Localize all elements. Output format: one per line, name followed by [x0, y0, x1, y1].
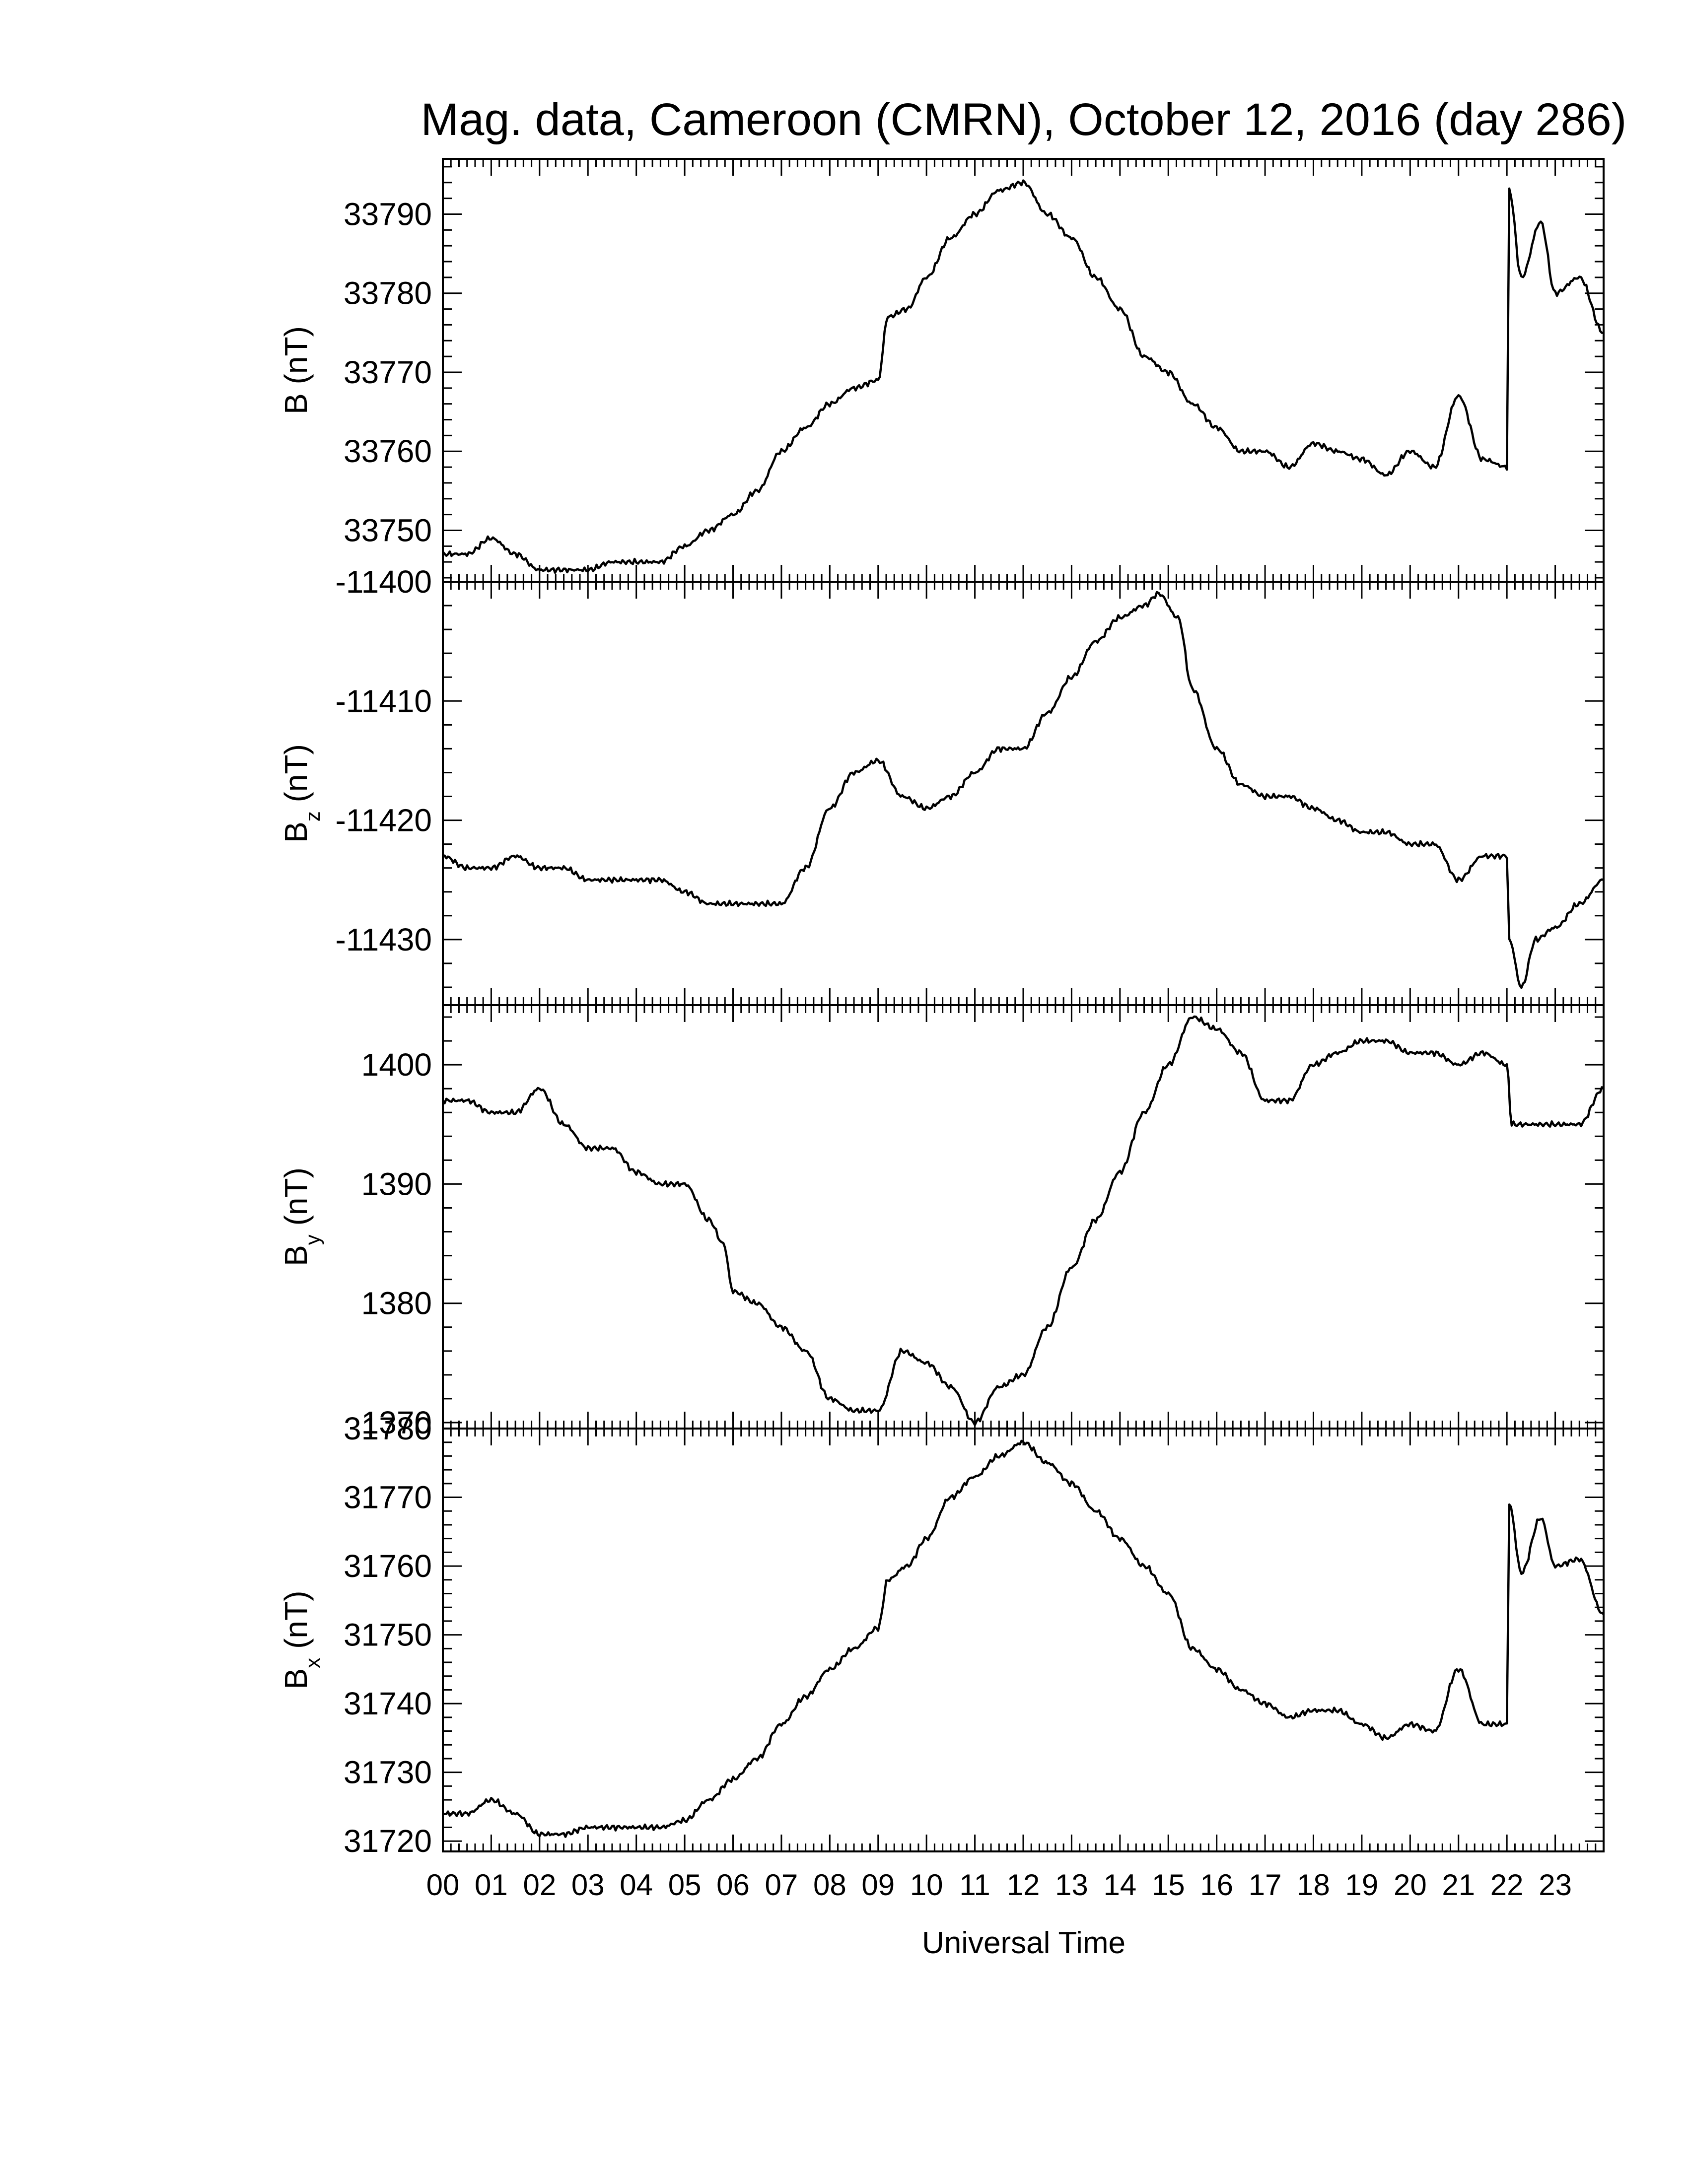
- x-tick-label: 14: [1103, 1868, 1136, 1902]
- y-tick-label: 31740: [344, 1686, 432, 1721]
- panel-frame: [442, 158, 1605, 583]
- x-tick-label: 20: [1394, 1868, 1427, 1902]
- x-tick-label: 17: [1249, 1868, 1282, 1902]
- y-axis-label-unit: (nT): [278, 326, 314, 393]
- y-tick-label: -11410: [335, 683, 432, 719]
- y-axis-label-main: B: [278, 393, 314, 414]
- y-tick-label: 31720: [344, 1823, 432, 1859]
- y-axis-label-unit: (nT): [278, 744, 314, 811]
- y-tick-label: 31780: [344, 1411, 432, 1446]
- y-axis-By: 1370 1380 1390 1400: [361, 1016, 1604, 1440]
- x-tick-label: 03: [571, 1868, 605, 1902]
- x-tick-label: 00: [426, 1868, 460, 1902]
- y-axis-label-sub: z: [301, 811, 324, 821]
- x-tick-label: 07: [765, 1868, 798, 1902]
- x-tick-label: 01: [475, 1868, 508, 1902]
- x-tick-label: 15: [1152, 1868, 1185, 1902]
- panel-By: 1370 1380 1390 1400 By (nT): [278, 1004, 1605, 1440]
- y-axis-label-sub: y: [301, 1234, 324, 1245]
- x-axis-label: Universal Time: [922, 1926, 1125, 1960]
- x-tick-label: 13: [1055, 1868, 1088, 1902]
- y-tick-label: 1390: [361, 1166, 432, 1202]
- x-tick-label: 22: [1490, 1868, 1524, 1902]
- y-tick-label: 33750: [344, 512, 432, 548]
- y-axis-label-main: B: [278, 821, 314, 843]
- x-axis: 00 01 02 03 04 05 06 07 08 09 10 11 12 13 14 15 16 17 18 19…: [426, 1868, 1572, 1902]
- y-tick-label: 1370: [361, 1405, 432, 1440]
- x-tick-label: 12: [1007, 1868, 1040, 1902]
- x-tick-label: 08: [813, 1868, 846, 1902]
- panel-frame: [442, 1004, 1605, 1430]
- x-tick-label: 02: [523, 1868, 556, 1902]
- y-axis-label: Bx (nT): [278, 1591, 324, 1690]
- y-axis-label-unit: (nT): [278, 1591, 314, 1658]
- x-tick-label: 06: [716, 1868, 750, 1902]
- y-tick-label: -11420: [335, 803, 432, 838]
- y-tick-label: 33790: [344, 196, 432, 232]
- x-tick-label: 11: [959, 1868, 990, 1902]
- x-tick-label: 04: [620, 1868, 653, 1902]
- y-axis-Bz: -11400 -11410 -11420 -11430: [335, 564, 1604, 988]
- panel-frame: [442, 1428, 1605, 1852]
- y-axis-label-sub: x: [301, 1658, 324, 1668]
- chart-title: Mag. data, Cameroon (CMRN), October 12, …: [421, 94, 1627, 145]
- y-axis-label-unit: (nT): [278, 1167, 314, 1234]
- x-tick-label: 16: [1200, 1868, 1233, 1902]
- panel-B: 33750 33760 33770 33780 33790 B (nT): [278, 158, 1605, 583]
- y-axis-label: By (nT): [278, 1167, 324, 1266]
- series-line-By: [442, 1015, 1605, 1427]
- y-tick-label: 31760: [344, 1548, 432, 1584]
- x-tick-label: 10: [910, 1868, 943, 1902]
- y-axis-label: B (nT): [278, 326, 314, 414]
- y-axis-B: 33750 33760 33770 33780 33790: [344, 166, 1604, 579]
- y-tick-label: 33760: [344, 433, 432, 469]
- y-axis-label-main: B: [278, 1245, 314, 1266]
- y-axis-Bx: 31720 31730 31740 31750 31760 31770 31780: [344, 1411, 1604, 1859]
- panel-Bz: -11400 -11410 -11420 -11430 Bz (nT): [278, 564, 1605, 1006]
- y-axis-label: Bz (nT): [278, 744, 324, 843]
- x-tick-label: 18: [1297, 1868, 1330, 1902]
- x-tick-label: 23: [1539, 1868, 1572, 1902]
- y-tick-label: 31770: [344, 1480, 432, 1515]
- y-tick-label: 33770: [344, 354, 432, 390]
- y-axis-label-main: B: [278, 1668, 314, 1690]
- y-tick-label: 31750: [344, 1617, 432, 1653]
- series-line-Bz: [442, 591, 1604, 989]
- y-tick-label: 1380: [361, 1286, 432, 1321]
- y-tick-label: 31730: [344, 1755, 432, 1790]
- x-tick-label: 19: [1345, 1868, 1379, 1902]
- x-tick-label: 09: [861, 1868, 895, 1902]
- y-tick-label: 1400: [361, 1047, 432, 1083]
- x-tick-label: 21: [1442, 1868, 1475, 1902]
- y-tick-label: -11400: [335, 564, 432, 600]
- panel-Bx: 31720 31730 31740 31750 31760 31770 31780 Bx (n…: [278, 1411, 1605, 1859]
- y-tick-label: 33780: [344, 275, 432, 311]
- series-line-Bx: [443, 1439, 1605, 1838]
- series-line-B: [442, 179, 1604, 574]
- x-tick-label: 05: [668, 1868, 702, 1902]
- y-tick-label: -11430: [335, 922, 432, 957]
- panel-frame: [442, 581, 1605, 1006]
